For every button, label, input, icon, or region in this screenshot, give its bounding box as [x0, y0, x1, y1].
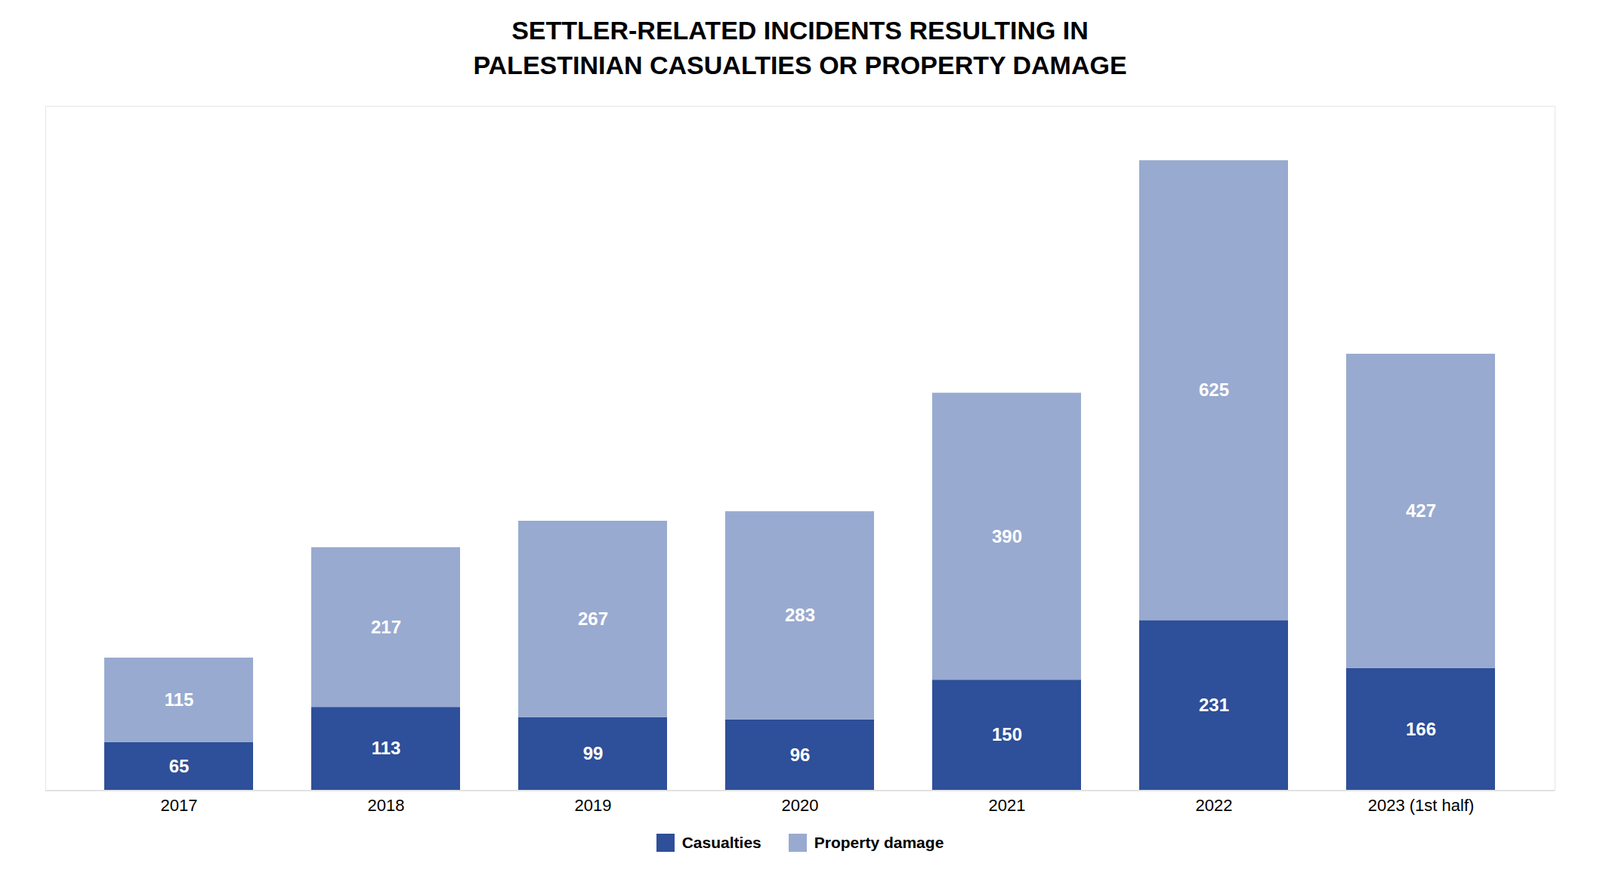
- svg-text:65: 65: [169, 755, 190, 776]
- html-text:Property damage: Property damage: [814, 833, 944, 851]
- svg-text:283: 283: [784, 604, 816, 625]
- svg-text:217: 217: [370, 616, 402, 637]
- svg-text:2020: 2020: [781, 795, 819, 815]
- html-text:PALESTINIAN CASUALTIES OR PROP: PALESTINIAN CASUALTIES OR PROPERTY DAMAG…: [473, 50, 1127, 80]
- svg-text:625: 625: [1198, 379, 1230, 400]
- svg-text:390: 390: [991, 525, 1023, 546]
- html-text:SETTLER-RELATED INCIDENTS RESU: SETTLER-RELATED INCIDENTS RESULTING IN: [511, 15, 1089, 45]
- svg-text:113: 113: [371, 737, 402, 758]
- svg-text:231: 231: [1198, 694, 1230, 715]
- svg-text:2018: 2018: [367, 795, 405, 815]
- svg-text:2017: 2017: [160, 795, 198, 815]
- svg-text:2023 (1st half): 2023 (1st half): [1368, 795, 1475, 815]
- html-text:Casualties: Casualties: [681, 833, 762, 851]
- svg-text:2021: 2021: [988, 795, 1026, 815]
- svg-text:115: 115: [164, 688, 195, 710]
- svg-text:427: 427: [1405, 500, 1437, 521]
- svg-text:166: 166: [1405, 717, 1437, 739]
- svg-text:96: 96: [790, 743, 811, 764]
- svg-text:267: 267: [577, 608, 609, 629]
- svg-text:2022: 2022: [1195, 795, 1233, 815]
- svg-text:2019: 2019: [574, 795, 612, 815]
- svg-text:99: 99: [583, 742, 604, 763]
- svg-text:150: 150: [991, 723, 1023, 745]
